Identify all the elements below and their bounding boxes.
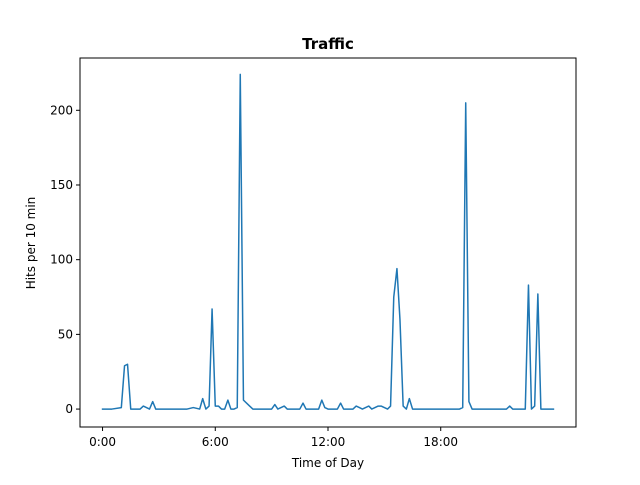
chart-title: Traffic [302, 35, 354, 53]
series-layer [101, 73, 555, 410]
y-tick-label: 200 [50, 103, 73, 117]
y-axis-ticks: 0 50 100 150 200 [50, 103, 80, 416]
x-axis-ticks: 0:00 6:00 12:00 18:00 [89, 427, 458, 449]
y-axis-label: Hits per 10 min [24, 197, 38, 290]
y-tick-label: 50 [58, 327, 73, 341]
plot-background [80, 58, 576, 427]
x-tick-label: 0:00 [89, 435, 116, 449]
plot-area [80, 58, 576, 427]
y-tick-label: 100 [50, 253, 73, 267]
x-tick-label: 18:00 [423, 435, 458, 449]
series-line-0 [101, 73, 555, 410]
x-axis-label: Time of Day [291, 456, 364, 470]
y-tick-label: 150 [50, 178, 73, 192]
x-tick-label: 6:00 [202, 435, 229, 449]
y-tick-label: 0 [65, 402, 73, 416]
x-tick-label: 12:00 [311, 435, 346, 449]
